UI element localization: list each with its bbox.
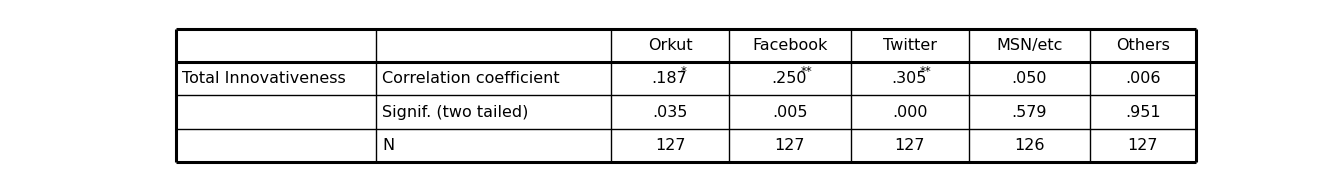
Text: **: ** [921,65,931,78]
Text: *: * [681,65,686,78]
Text: Signif. (two tailed): Signif. (two tailed) [383,105,529,120]
Text: .187*: .187* [649,71,692,86]
Text: Correlation coefficient: Correlation coefficient [383,71,559,86]
Text: .035: .035 [653,105,688,120]
Text: Facebook: Facebook [752,38,828,53]
Text: Others: Others [1116,38,1169,53]
Text: **: ** [800,65,812,78]
Text: Orkut: Orkut [648,38,693,53]
Text: .305**: .305** [884,71,935,86]
Text: .305: .305 [891,71,926,86]
Text: 127: 127 [894,138,925,153]
Text: 127: 127 [1128,138,1159,153]
Text: .951: .951 [1125,105,1160,120]
Text: 126: 126 [1014,138,1045,153]
Text: 127: 127 [656,138,685,153]
Text: .250**: .250** [764,71,816,86]
Text: .250: .250 [771,71,807,86]
Text: .050: .050 [1012,71,1046,86]
Text: .005: .005 [772,105,808,120]
Text: Twitter: Twitter [883,38,937,53]
Text: .579: .579 [1012,105,1046,120]
Text: .187: .187 [652,71,688,86]
Text: MSN/etc: MSN/etc [995,38,1062,53]
Text: Total Innovativeness: Total Innovativeness [182,71,345,86]
Text: N: N [383,138,395,153]
Text: 127: 127 [775,138,805,153]
Text: .000: .000 [892,105,927,120]
Text: .006: .006 [1125,71,1160,86]
